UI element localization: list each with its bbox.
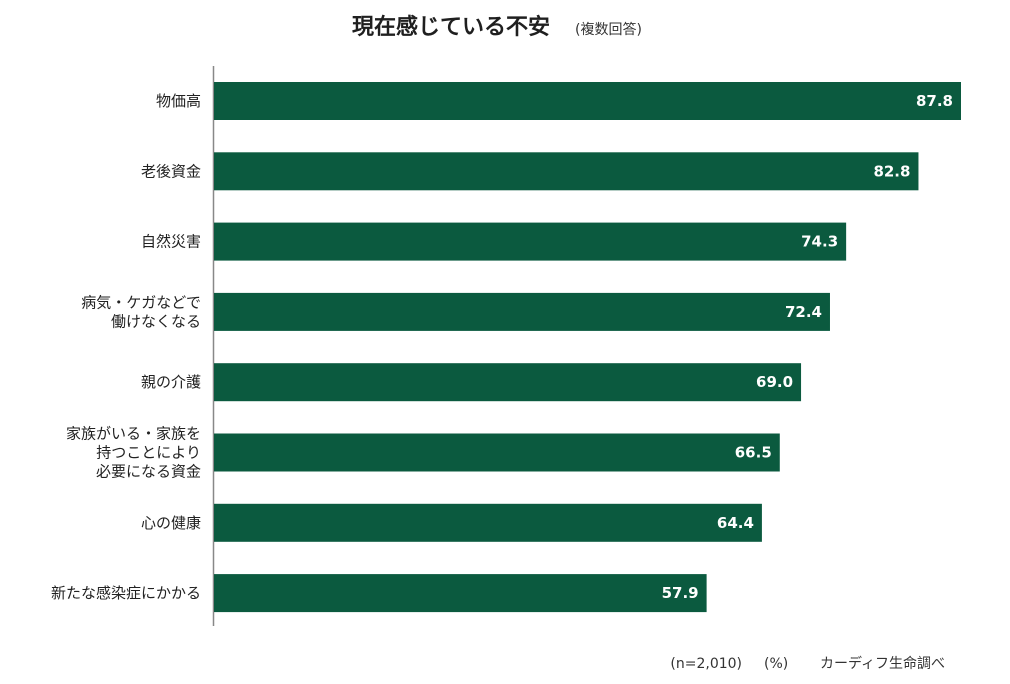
category-label-line: 持つことにより <box>96 444 201 462</box>
chart-title: 現在感じている不安 <box>352 14 550 40</box>
category-label-line: 親の介護 <box>141 373 201 391</box>
bar-6 <box>214 503 762 542</box>
value-label-4: 69.0 <box>756 373 793 391</box>
bar-7 <box>214 574 707 613</box>
category-label-3: 病気・ケガなどで働けなくなる <box>81 293 201 330</box>
category-label-2: 自然災害 <box>141 233 201 251</box>
category-label-line: 物価高 <box>156 92 201 110</box>
value-label-6: 64.4 <box>717 514 754 532</box>
category-label-line: 老後資金 <box>141 162 201 180</box>
category-label-line: 自然災害 <box>141 233 201 251</box>
category-label-7: 新たな感染症にかかる <box>51 584 201 602</box>
footnote-unit: (%) <box>764 656 788 672</box>
value-label-2: 74.3 <box>801 233 838 251</box>
category-label-6: 心の健康 <box>141 514 201 532</box>
category-label-line: 新たな感染症にかかる <box>51 584 201 602</box>
bar-5 <box>214 433 780 472</box>
bar-4 <box>214 363 802 402</box>
value-label-3: 72.4 <box>785 303 822 321</box>
value-label-7: 57.9 <box>662 584 699 602</box>
value-label-5: 66.5 <box>735 444 772 462</box>
value-label-1: 82.8 <box>873 162 910 180</box>
chart-subtitle: (複数回答) <box>575 21 642 38</box>
category-label-5: 家族がいる・家族を持つことにより必要になる資金 <box>66 425 201 481</box>
category-label-line: 病気・ケガなどで <box>81 293 201 311</box>
category-label-0: 物価高 <box>156 92 201 110</box>
category-label-line: 心の健康 <box>141 514 201 532</box>
bar-1 <box>214 152 919 191</box>
footnote-source: カーディフ生命調べ <box>820 655 945 672</box>
category-label-1: 老後資金 <box>141 162 201 180</box>
bar-2 <box>214 222 847 261</box>
category-label-line: 家族がいる・家族を <box>66 425 201 443</box>
category-label-line: 働けなくなる <box>111 312 201 330</box>
bar-3 <box>214 292 830 331</box>
category-label-4: 親の介護 <box>141 373 201 391</box>
bar-group: 87.8 物価高 82.8 老後資金 74.3 自然災害 72.4 病気・ケガなどで働けなくな… <box>51 82 961 613</box>
value-label-0: 87.8 <box>916 92 953 110</box>
bar-0 <box>214 82 961 120</box>
footnote-sample: (n=2,010) <box>670 656 742 672</box>
category-label-line: 必要になる資金 <box>96 463 201 481</box>
